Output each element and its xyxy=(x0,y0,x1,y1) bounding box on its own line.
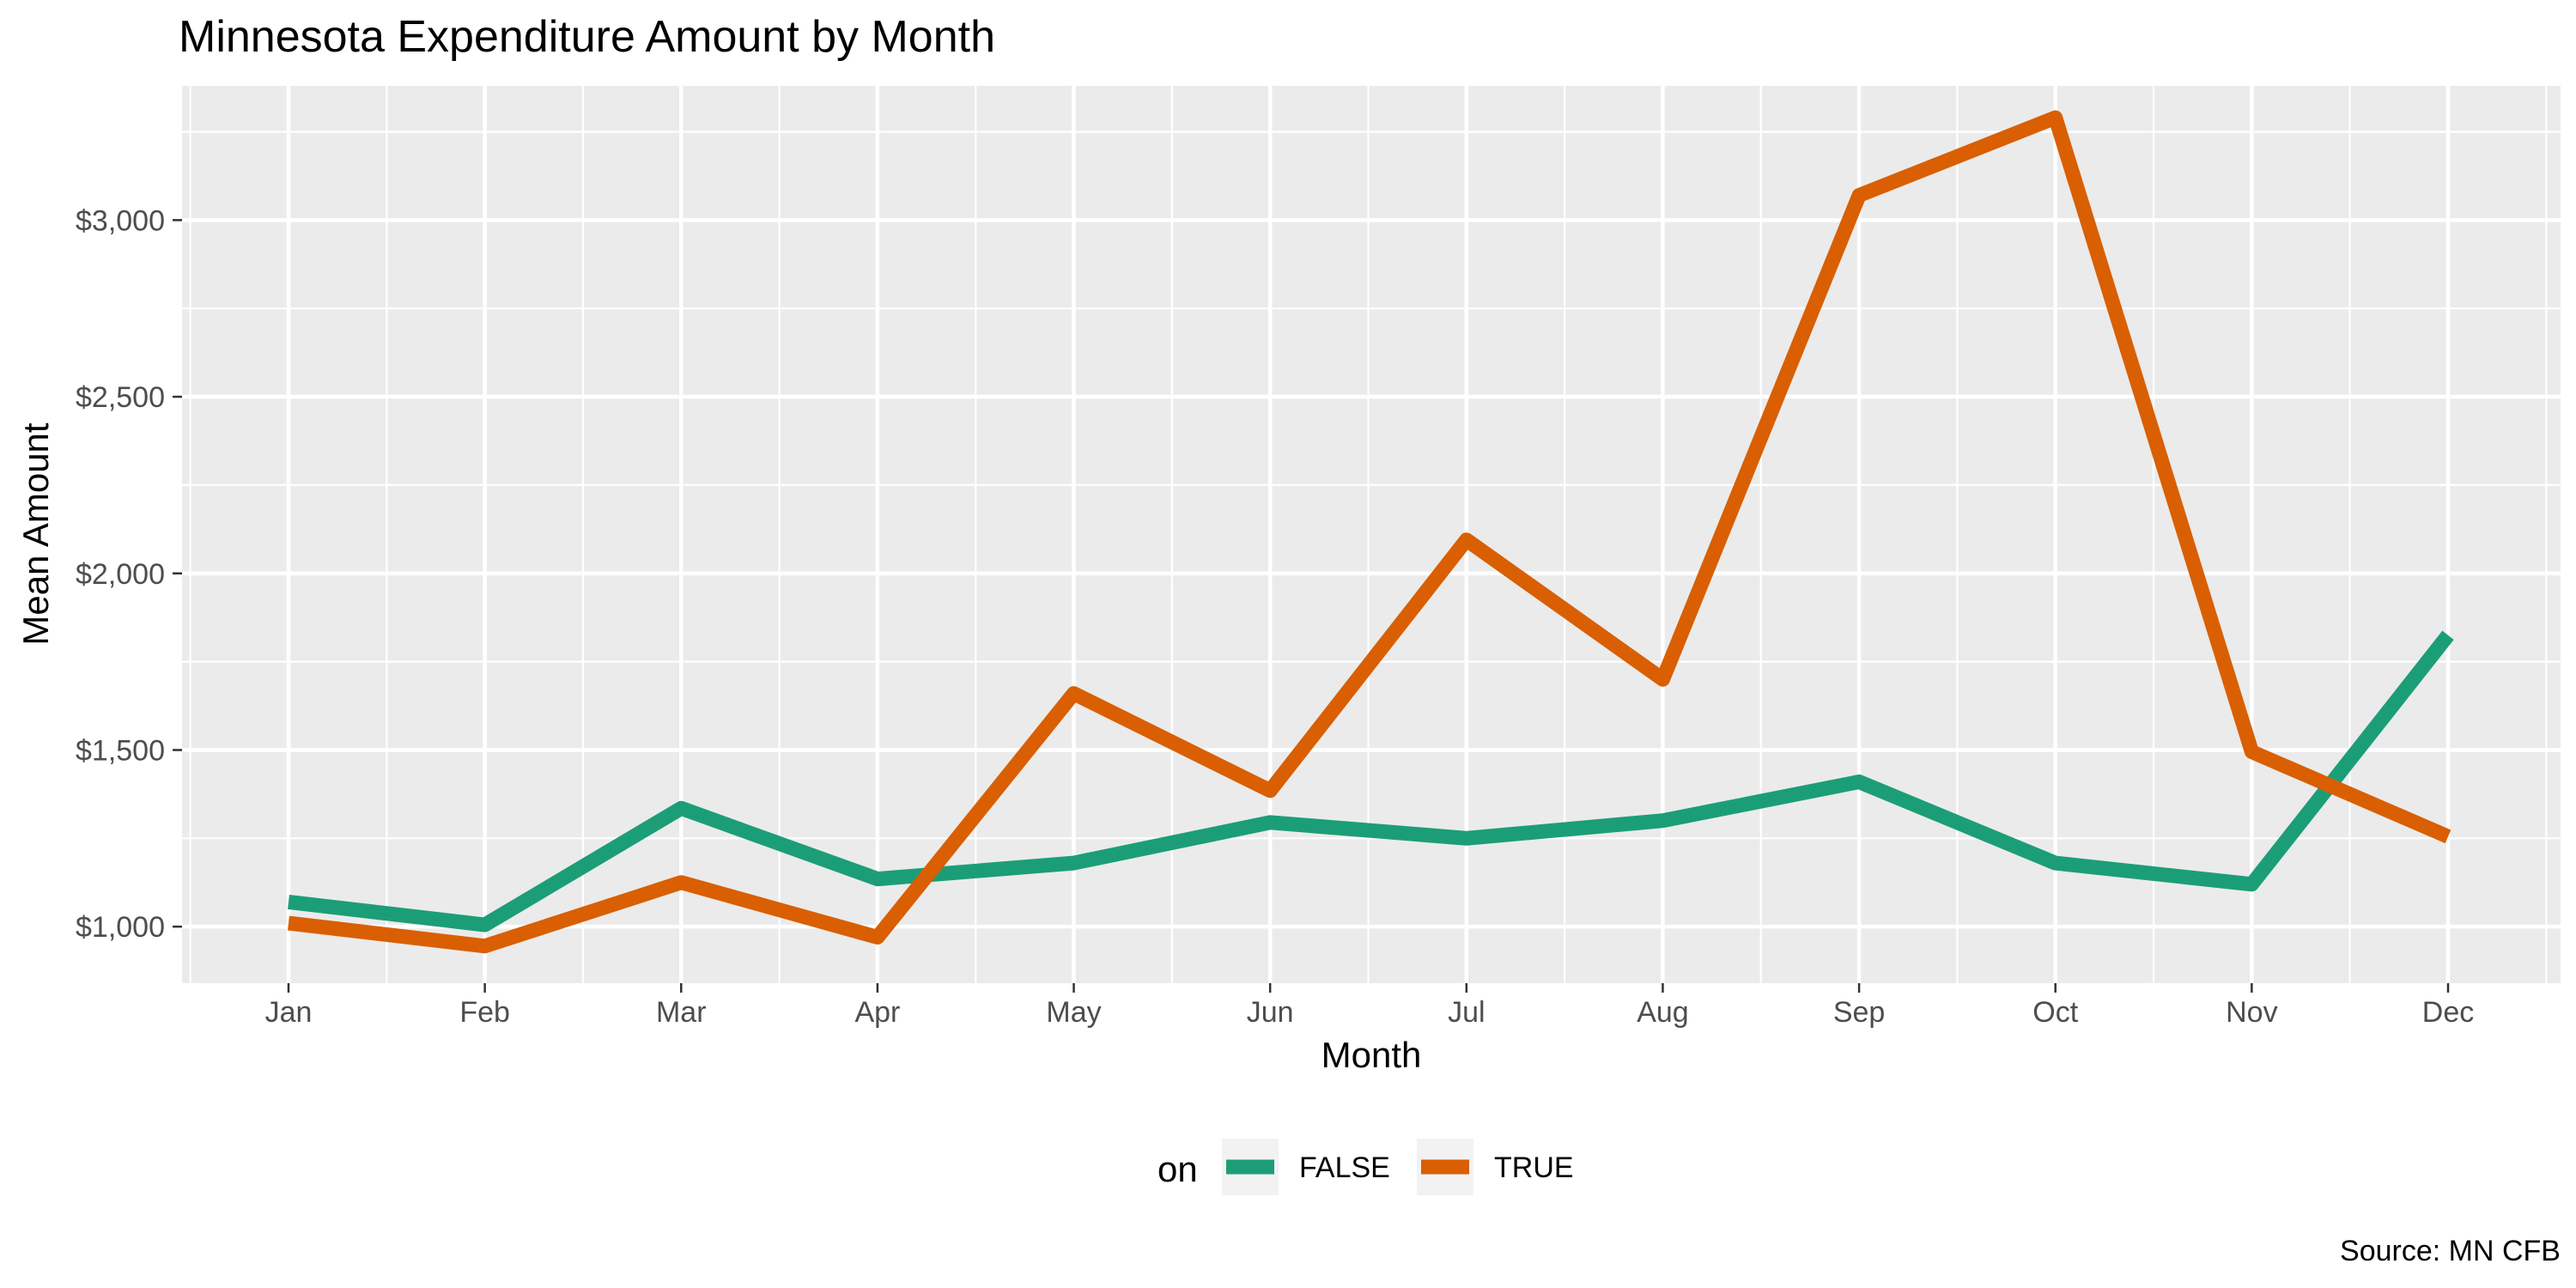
series-lines xyxy=(288,110,2454,954)
y-tick-label: $1,500 xyxy=(76,734,165,767)
x-tick-label: Jun xyxy=(1247,996,1294,1029)
y-tick-label: $2,500 xyxy=(76,381,165,414)
x-tick-label: Apr xyxy=(854,996,900,1029)
y-axis-title: Mean Amount xyxy=(15,422,56,645)
chart-caption: Source: MN CFB xyxy=(2340,1235,2561,1267)
x-tick-label: Mar xyxy=(656,996,707,1029)
legend-label-true: TRUE xyxy=(1494,1151,1574,1184)
x-tick-label: Oct xyxy=(2032,996,2078,1029)
x-tick-label: Sep xyxy=(1833,996,1886,1029)
legend-title: on xyxy=(1157,1149,1198,1189)
x-axis-title: Month xyxy=(1321,1035,1422,1075)
legend-label-false: FALSE xyxy=(1299,1151,1390,1184)
y-tick-label: $1,000 xyxy=(76,911,165,944)
chart-title: Minnesota Expenditure Amount by Month xyxy=(179,12,995,62)
x-tick-label: Nov xyxy=(2226,996,2277,1029)
x-tick-label: Feb xyxy=(459,996,510,1029)
legend: on FALSE TRUE xyxy=(1157,1139,1574,1195)
x-tick-label: Dec xyxy=(2422,996,2474,1029)
x-axis-ticks: Jan Feb Mar Apr May Jun Jul Aug Sep Oct Nov Dec xyxy=(265,983,2474,1029)
series-line-false xyxy=(288,630,2454,933)
x-tick-label: Jan xyxy=(265,996,313,1029)
y-axis-ticks: $1,000 $1,500 $2,000 $2,500 $3,000 xyxy=(76,204,182,944)
series-line-true xyxy=(288,110,2451,954)
x-tick-label: May xyxy=(1046,996,1101,1029)
x-tick-label: Aug xyxy=(1637,996,1689,1029)
x-tick-label: Jul xyxy=(1448,996,1485,1029)
y-tick-label: $3,000 xyxy=(76,204,165,237)
y-tick-label: $2,000 xyxy=(76,558,165,591)
